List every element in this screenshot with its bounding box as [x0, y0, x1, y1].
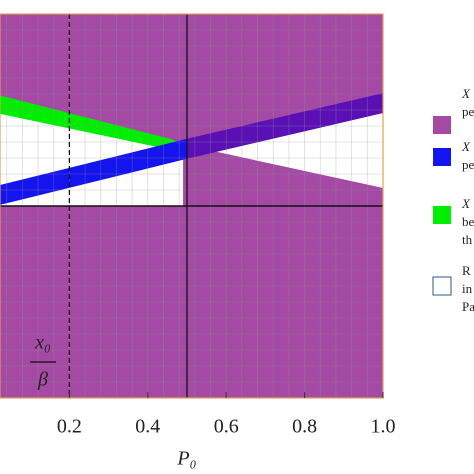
x-tick-label: 1.0 [371, 416, 396, 438]
legend-label: th [462, 232, 473, 247]
region [187, 93, 383, 159]
plot-frame [0, 13, 384, 399]
legend-swatch [433, 148, 451, 166]
legend-label: pe [462, 157, 474, 172]
x-tick-label: 0.4 [135, 416, 160, 438]
annotation-numerator: x₀ [34, 332, 51, 354]
x-axis-label: P₀ [176, 448, 196, 470]
region [0, 95, 184, 150]
legend-label: X [461, 139, 471, 154]
x-tick-label: 0.2 [57, 416, 82, 438]
legend-label: Pa [462, 299, 474, 314]
x-tick-label: 0.8 [292, 416, 317, 438]
legend-label: in [462, 281, 473, 296]
region [0, 138, 187, 205]
legend-label: X [461, 196, 471, 211]
legend-swatch [433, 206, 451, 224]
x-tick-label: 0.6 [214, 416, 239, 438]
legend-label: X [461, 86, 471, 101]
legend-label: pe [462, 104, 474, 119]
annotation-denominator: β [37, 369, 48, 391]
legend-swatch [432, 276, 452, 296]
legend-swatch [433, 116, 451, 134]
region [183, 113, 383, 188]
legend-label: be [462, 214, 474, 229]
legend-label: R [462, 263, 471, 278]
